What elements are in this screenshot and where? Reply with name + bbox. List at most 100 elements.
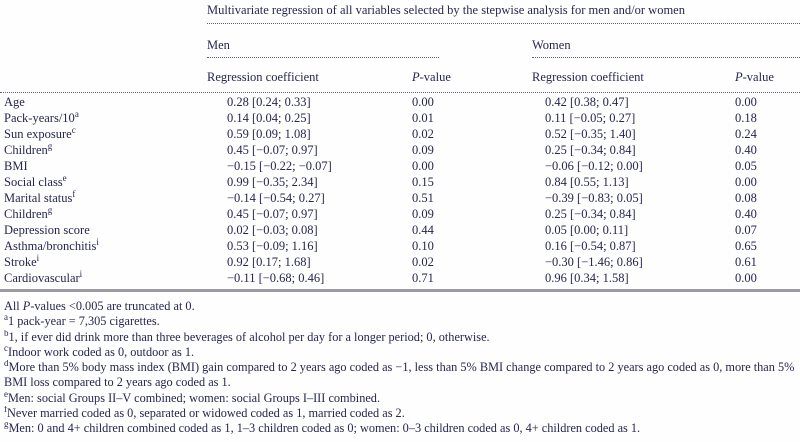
- table-row: Depression score 0.02 [−0.03; 0.08] 0.44…: [0, 222, 800, 238]
- table-body: Age 0.28 [0.24; 0.33] 0.00 0.42 [0.38; 0…: [0, 93, 800, 286]
- women-p-value: 0.08: [735, 191, 757, 205]
- table-row: Marital statusf −0.14 [−0.54; 0.27] 0.51…: [0, 190, 800, 206]
- column-header-spacer: [0, 58, 207, 92]
- men-p-value: 0.00: [412, 95, 434, 109]
- footnote: dMore than 5% body mass index (BMI) gain…: [4, 360, 795, 375]
- men-coefficient: 0.53 [−0.09; 1.16]: [227, 239, 318, 253]
- row-label: Social classe: [4, 174, 67, 189]
- footnote: a1 pack-year = 7,305 cigarettes.: [4, 314, 160, 329]
- group-header-women: Women: [532, 24, 800, 58]
- men-coefficient: 0.28 [0.24; 0.33]: [227, 95, 311, 109]
- women-coefficient: 0.42 [0.38; 0.47]: [545, 95, 629, 109]
- column-header-row: Regression coefficient P-value Regressio…: [0, 58, 800, 93]
- column-header-women-coefficient: Regression coefficient: [532, 70, 644, 84]
- table-row: Pack-years/10a 0.14 [0.04; 0.25] 0.01 0.…: [0, 110, 800, 126]
- p-italic: P: [735, 70, 743, 84]
- men-coefficient: −0.14 [−0.54; 0.27]: [227, 191, 325, 205]
- row-label: Age: [4, 95, 25, 109]
- men-p-value: 0.09: [412, 143, 434, 157]
- row-label: Marital statusf: [4, 190, 76, 205]
- footnotes: All P-values <0.005 are truncated at 0. …: [0, 299, 800, 437]
- men-coefficient: 0.59 [0.09; 1.08]: [227, 127, 311, 141]
- men-p-value: 0.02: [412, 127, 434, 141]
- footnote: All P-values <0.005 are truncated at 0.: [4, 299, 195, 313]
- women-p-value: 0.07: [735, 223, 757, 237]
- table-row: Social classe 0.99 [−0.35; 2.34] 0.15 0.…: [0, 174, 800, 190]
- women-coefficient: 0.25 [−0.34; 0.84]: [545, 143, 636, 157]
- men-p-value: 0.51: [412, 191, 434, 205]
- women-p-value: 0.40: [735, 143, 757, 157]
- women-coefficient: −0.30 [−1.46; 0.86]: [545, 255, 643, 269]
- footnote: b1, if ever did drink more than three be…: [4, 329, 490, 344]
- women-p-value: 0.61: [735, 255, 757, 269]
- row-label: Strokei: [4, 254, 40, 269]
- women-coefficient: 0.11 [−0.05; 0.27]: [545, 111, 636, 125]
- men-p-value: 0.00: [412, 159, 434, 173]
- table-row: Cardiovasculari −0.11 [−0.68; 0.46] 0.71…: [0, 270, 800, 286]
- women-coefficient: 0.05 [0.00; 0.11]: [545, 223, 629, 237]
- p-rest: -value: [742, 70, 774, 84]
- men-coefficient: 0.02 [−0.03; 0.08]: [227, 223, 318, 237]
- row-label: Depression score: [4, 223, 90, 237]
- women-p-value: 0.40: [735, 207, 757, 221]
- row-label: BMI: [4, 159, 28, 173]
- men-coefficient: −0.11 [−0.68; 0.46]: [227, 271, 325, 285]
- women-coefficient: 0.16 [−0.54; 0.87]: [545, 239, 636, 253]
- men-p-value: 0.01: [412, 111, 434, 125]
- table-bottom-rule: [0, 289, 800, 292]
- group-header-men: Men: [207, 24, 439, 58]
- footnote: BMI loss compared to 2 years ago coded a…: [4, 375, 231, 390]
- group-header-spacer: [0, 24, 207, 58]
- men-p-value: 0.09: [412, 207, 434, 221]
- p-italic: P: [412, 70, 420, 84]
- table-row: Age 0.28 [0.24; 0.33] 0.00 0.42 [0.38; 0…: [0, 94, 800, 110]
- women-coefficient: −0.06 [−0.12; 0.00]: [545, 159, 643, 173]
- row-label: Childreng: [4, 206, 53, 221]
- table-row: Asthma/bronchitisi 0.53 [−0.09; 1.16] 0.…: [0, 238, 800, 254]
- women-coefficient: 0.84 [0.55; 1.13]: [545, 175, 629, 189]
- row-label: Cardiovasculari: [4, 270, 83, 285]
- men-coefficient: 0.45 [−0.07; 0.97]: [227, 143, 318, 157]
- row-label: Asthma/bronchitisi: [4, 238, 99, 253]
- table-row: Sun exposurec 0.59 [0.09; 1.08] 0.02 0.5…: [0, 126, 800, 142]
- table-row: BMI −0.15 [−0.22; −0.07] 0.00 −0.06 [−0.…: [0, 158, 800, 174]
- men-p-value: 0.15: [412, 175, 434, 189]
- women-coefficient: 0.52 [−0.35; 1.40]: [545, 127, 636, 141]
- table-title: Multivariate regression of all variables…: [207, 0, 800, 24]
- men-p-value: 0.02: [412, 255, 434, 269]
- men-coefficient: −0.15 [−0.22; −0.07]: [227, 159, 332, 173]
- women-p-value: 0.24: [735, 127, 757, 141]
- footnote: gMen: 0 and 4+ children combined coded a…: [4, 421, 641, 436]
- row-label: Childreng: [4, 142, 53, 157]
- women-p-value: 0.18: [735, 111, 757, 125]
- women-coefficient: −0.39 [−0.83; 0.05]: [545, 191, 643, 205]
- table-row: Strokei 0.92 [0.17; 1.68] 0.02 −0.30 [−1…: [0, 254, 800, 270]
- group-header-row: Men Women: [0, 24, 800, 58]
- men-coefficient: 0.14 [0.04; 0.25]: [227, 111, 311, 125]
- p-rest: -value: [419, 70, 451, 84]
- men-p-value: 0.44: [412, 223, 434, 237]
- men-coefficient: 0.45 [−0.07; 0.97]: [227, 207, 318, 221]
- men-p-value: 0.10: [412, 239, 434, 253]
- women-coefficient: 0.96 [0.34; 1.58]: [545, 271, 629, 285]
- column-header-men-coefficient: Regression coefficient: [207, 70, 319, 84]
- footnote: cIndoor work coded as 0, outdoor as 1.: [4, 344, 195, 359]
- women-p-value: 0.00: [735, 271, 757, 285]
- women-coefficient: 0.25 [−0.34; 0.84]: [545, 207, 636, 221]
- men-coefficient: 0.99 [−0.35; 2.34]: [227, 175, 318, 189]
- row-label: Sun exposurec: [4, 126, 76, 141]
- women-p-value: 0.05: [735, 159, 757, 173]
- column-header-men-p-value: P-value: [412, 58, 532, 92]
- women-p-value: 0.00: [735, 175, 757, 189]
- footnote: eMen: social Groups II–V combined; women…: [4, 390, 381, 405]
- men-p-value: 0.71: [412, 271, 434, 285]
- women-p-value: 0.65: [735, 239, 757, 253]
- table-row: Childreng 0.45 [−0.07; 0.97] 0.09 0.25 […: [0, 142, 800, 158]
- row-label: Pack-years/10a: [4, 110, 79, 125]
- men-coefficient: 0.92 [0.17; 1.68]: [227, 255, 311, 269]
- column-header-women-p-value: P-value: [735, 58, 800, 92]
- women-p-value: 0.00: [735, 95, 757, 109]
- footnote: fNever married coded as 0, separated or …: [4, 406, 405, 421]
- table-row: Childreng 0.45 [−0.07; 0.97] 0.09 0.25 […: [0, 206, 800, 222]
